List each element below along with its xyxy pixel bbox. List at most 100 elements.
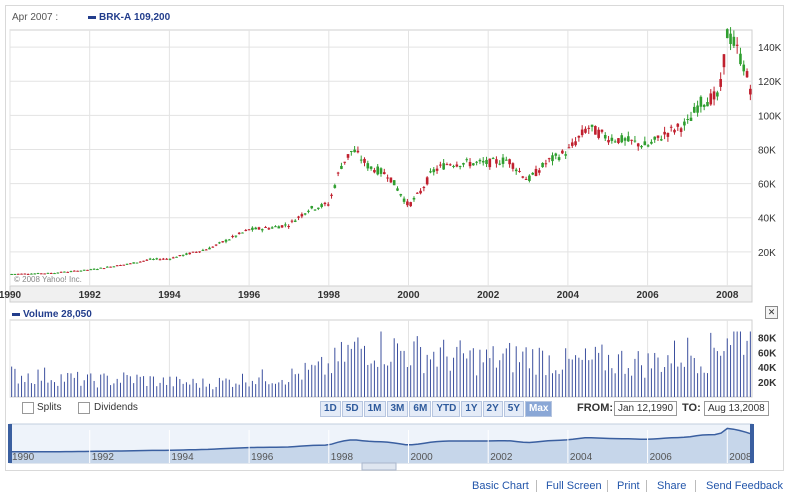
candle-body (392, 180, 396, 186)
range-button-1m[interactable]: 1M (363, 401, 386, 417)
candle-body (59, 271, 63, 273)
candle-body (168, 258, 172, 260)
navigator-left-handle (8, 424, 12, 463)
candle-body (241, 232, 244, 234)
to-date-input[interactable]: Aug 13,2008 (704, 401, 769, 416)
candle-body (46, 272, 50, 274)
candle-body (181, 254, 185, 256)
y-tick-label: 60K (758, 180, 776, 191)
candle-body (610, 137, 614, 141)
candle-body (729, 33, 732, 45)
candle-body (382, 172, 386, 175)
candle-body (656, 135, 660, 138)
candle-body (448, 164, 452, 166)
candle-body (590, 124, 594, 127)
candle-body (165, 258, 168, 260)
candle-body (313, 209, 317, 211)
candle-body (237, 232, 241, 234)
candle-body (195, 251, 198, 253)
candle-body (653, 136, 657, 140)
candle-body (409, 202, 412, 207)
range-button-2y[interactable]: 2Y (482, 401, 503, 417)
candle-body (369, 166, 373, 169)
candle-body (640, 145, 643, 148)
send-feedback-link[interactable]: Send Feedback (706, 480, 784, 492)
volume-value: 28,050 (61, 309, 92, 320)
candle-body (689, 117, 693, 121)
candle-body (663, 131, 666, 135)
candle-body (627, 136, 630, 142)
candle-body (211, 246, 215, 248)
candle-body (125, 263, 129, 265)
candle-body (270, 227, 274, 229)
navigator-year-label: 1994 (171, 452, 194, 463)
range-button-ytd[interactable]: YTD (432, 401, 461, 417)
range-button-5d[interactable]: 5D (341, 401, 363, 417)
y-tick-label: 80K (758, 145, 776, 156)
candle-body (386, 177, 389, 179)
range-button-6m[interactable]: 6M (409, 401, 432, 417)
basic-chart-link[interactable]: Basic Chart (472, 480, 529, 492)
candle-body (415, 192, 419, 194)
candle-body (73, 270, 76, 272)
chart-controls: Splits Dividends 1D 5D 1M 3M 6M YTD 1Y 2Y 5Y Max … (12, 401, 772, 417)
range-button-5y[interactable]: 5Y (503, 401, 525, 417)
candle-body (551, 155, 554, 162)
range-button-max[interactable]: Max (525, 401, 553, 417)
candle-body (350, 150, 353, 152)
candle-body (257, 227, 261, 230)
range-button-1d[interactable]: 1D (320, 401, 341, 417)
candle-body (439, 164, 442, 166)
candle-body (481, 160, 485, 163)
candle-body (274, 226, 277, 228)
candle-body (76, 270, 79, 272)
splits-checkbox[interactable] (22, 402, 34, 414)
candle-body (514, 169, 518, 172)
candle-body (458, 166, 462, 168)
candle-body (696, 105, 699, 113)
candle-body (178, 255, 182, 257)
candle-body (231, 236, 234, 238)
from-date-input[interactable]: Jan 12,1990 (614, 401, 678, 416)
candle-body (191, 251, 195, 253)
candle-body (53, 273, 56, 275)
candle-body (102, 268, 106, 270)
candle-body (129, 263, 132, 265)
candle-body (508, 159, 511, 165)
range-buttons: 1D 5D 1M 3M 6M YTD 1Y 2Y 5Y Max (320, 401, 553, 417)
candle-body (297, 216, 300, 218)
candle-body (43, 273, 46, 275)
candle-body (287, 226, 290, 228)
candle-body (221, 241, 225, 243)
close-volume-button[interactable]: ✕ (765, 306, 778, 319)
candle-body (442, 163, 445, 170)
date-label: Apr 2007 : (12, 12, 59, 23)
candle-body (716, 92, 719, 97)
candle-body (138, 261, 142, 263)
candle-body (547, 158, 551, 160)
x-tick-label: 1998 (318, 290, 341, 301)
range-button-3m[interactable]: 3M (386, 401, 409, 417)
candle-body (373, 169, 376, 173)
candle-body (330, 194, 333, 196)
candle-body (99, 267, 102, 269)
volume-tick-label: 80K (758, 333, 777, 344)
share-link[interactable]: Share (657, 480, 687, 492)
candle-body (171, 257, 175, 259)
candle-body (201, 249, 205, 251)
candle-body (518, 170, 521, 172)
navigator-right-handle (750, 424, 754, 463)
y-tick-label: 100K (758, 111, 782, 122)
navigator-year-label: 2008 (729, 452, 752, 463)
candle-body (541, 162, 544, 168)
dividends-checkbox[interactable] (78, 402, 90, 414)
full-screen-link[interactable]: Full Screen (546, 480, 602, 492)
print-link[interactable]: Print (617, 480, 640, 492)
candle-body (534, 168, 538, 177)
candle-body (732, 36, 736, 46)
candle-body (531, 172, 534, 175)
to-label: TO: (682, 402, 701, 414)
range-button-1y[interactable]: 1Y (461, 401, 482, 417)
candle-body (155, 258, 159, 260)
